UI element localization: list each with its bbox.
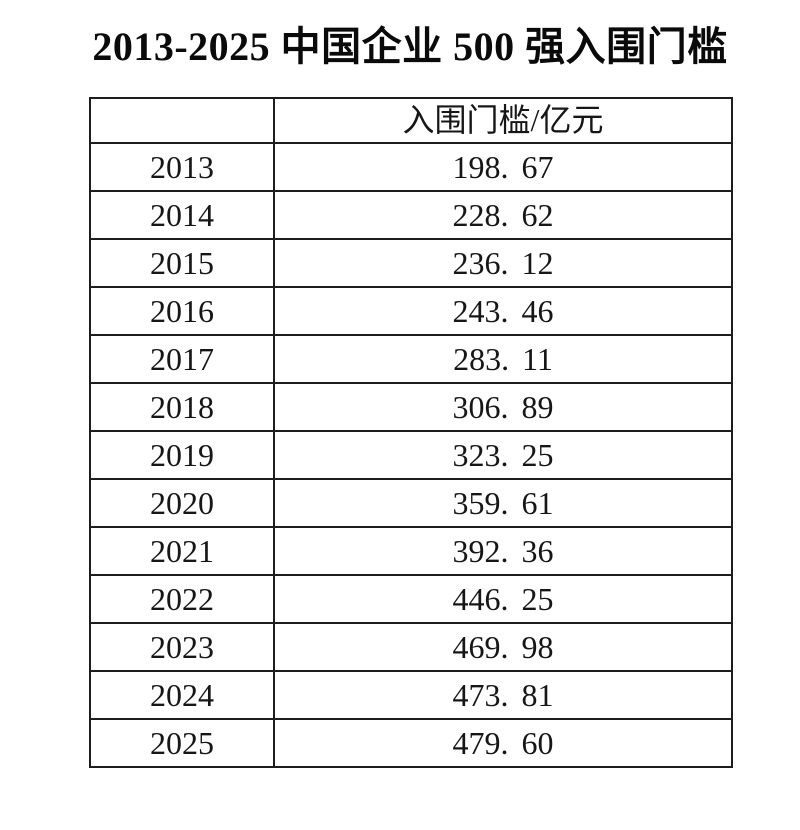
table-row: 2022 446. 25 bbox=[89, 574, 733, 624]
value-cell: 469. 98 bbox=[273, 622, 733, 672]
table-row: 2024 473. 81 bbox=[89, 670, 733, 720]
table-row: 2018 306. 89 bbox=[89, 382, 733, 432]
value-cell: 236. 12 bbox=[273, 238, 733, 288]
value-cell: 306. 89 bbox=[273, 382, 733, 432]
document-content: 2013-2025 中国企业 500 强入围门槛 入围门槛/亿元 2013 198… bbox=[89, 0, 733, 768]
table-row: 2017 283. 11 bbox=[89, 334, 733, 384]
value-cell: 198. 67 bbox=[273, 142, 733, 192]
year-cell: 2017 bbox=[89, 334, 275, 384]
year-cell: 2022 bbox=[89, 574, 275, 624]
value-cell: 243. 46 bbox=[273, 286, 733, 336]
year-cell: 2019 bbox=[89, 430, 275, 480]
table-row: 2020 359. 61 bbox=[89, 478, 733, 528]
value-cell: 479. 60 bbox=[273, 718, 733, 768]
value-cell: 473. 81 bbox=[273, 670, 733, 720]
value-cell: 228. 62 bbox=[273, 190, 733, 240]
year-cell: 2015 bbox=[89, 238, 275, 288]
table-header-row: 入围门槛/亿元 bbox=[89, 97, 733, 144]
threshold-table: 入围门槛/亿元 2013 198. 67 2014 228. 62 2015 236. 1… bbox=[89, 97, 733, 768]
year-cell: 2025 bbox=[89, 718, 275, 768]
year-cell: 2020 bbox=[89, 478, 275, 528]
table-row: 2014 228. 62 bbox=[89, 190, 733, 240]
year-cell: 2023 bbox=[89, 622, 275, 672]
year-cell: 2014 bbox=[89, 190, 275, 240]
year-cell: 2024 bbox=[89, 670, 275, 720]
table-body: 2013 198. 67 2014 228. 62 2015 236. 12 2016 243… bbox=[89, 142, 733, 768]
year-column-header bbox=[89, 97, 275, 144]
year-cell: 2021 bbox=[89, 526, 275, 576]
year-cell: 2016 bbox=[89, 286, 275, 336]
value-cell: 323. 25 bbox=[273, 430, 733, 480]
year-cell: 2013 bbox=[89, 142, 275, 192]
table-row: 2015 236. 12 bbox=[89, 238, 733, 288]
page-title: 2013-2025 中国企业 500 强入围门槛 bbox=[92, 24, 728, 69]
table-row: 2016 243. 46 bbox=[89, 286, 733, 336]
year-cell: 2018 bbox=[89, 382, 275, 432]
value-cell: 392. 36 bbox=[273, 526, 733, 576]
value-cell: 446. 25 bbox=[273, 574, 733, 624]
value-column-header: 入围门槛/亿元 bbox=[273, 97, 733, 144]
table-row: 2021 392. 36 bbox=[89, 526, 733, 576]
table-row: 2013 198. 67 bbox=[89, 142, 733, 192]
value-cell: 283. 11 bbox=[273, 334, 733, 384]
table-row: 2019 323. 25 bbox=[89, 430, 733, 480]
table-row: 2023 469. 98 bbox=[89, 622, 733, 672]
value-cell: 359. 61 bbox=[273, 478, 733, 528]
table-row: 2025 479. 60 bbox=[89, 718, 733, 768]
